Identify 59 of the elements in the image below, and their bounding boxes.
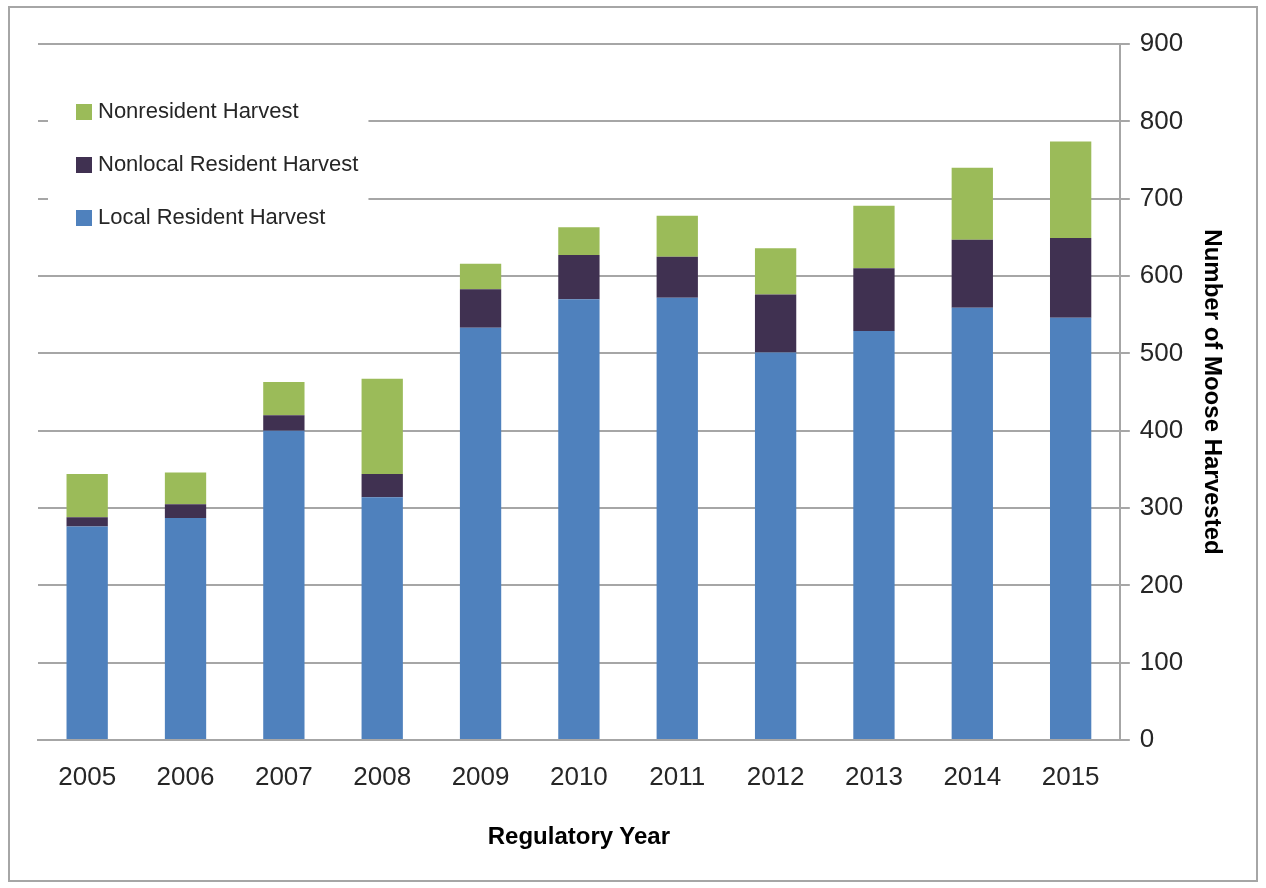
legend-label: Nonresident Harvest — [98, 98, 299, 124]
bar — [754, 248, 797, 295]
bar — [951, 167, 993, 240]
bar — [361, 497, 403, 739]
bar — [754, 352, 797, 739]
y-tick-label: 200 — [1139, 568, 1184, 599]
bar — [1049, 238, 1092, 318]
y-tick-label: 600 — [1139, 259, 1184, 290]
x-tick-label: 2005 — [58, 760, 117, 791]
bar — [66, 517, 108, 527]
x-tick-label: 2013 — [845, 760, 903, 791]
x-tick-label: 2009 — [451, 760, 510, 791]
y-tick-label: 100 — [1139, 645, 1184, 676]
x-axis-title: Regulatory Year — [487, 822, 671, 850]
bar — [558, 299, 600, 739]
bar — [361, 378, 403, 474]
x-tick-label: 2014 — [943, 760, 1002, 791]
bar — [164, 504, 207, 519]
bar — [263, 415, 305, 431]
y-axis-title: Number of Moose Harvested — [1199, 229, 1227, 555]
legend-label: Nonlocal Resident Harvest — [98, 151, 359, 177]
y-tick-label: 500 — [1139, 336, 1184, 367]
x-tick-label: 2015 — [1041, 760, 1100, 791]
bar — [361, 473, 403, 498]
bar — [66, 473, 108, 518]
y-tick-label: 900 — [1139, 27, 1184, 58]
bar — [656, 297, 698, 739]
bar — [853, 268, 895, 331]
bar — [1049, 141, 1092, 239]
x-tick-label: 2008 — [353, 760, 412, 791]
bar — [656, 215, 698, 257]
legend-label: Local Resident Harvest — [98, 204, 326, 230]
bar — [558, 227, 600, 256]
y-tick-label: 400 — [1139, 413, 1184, 444]
bar — [459, 327, 502, 739]
x-tick-label: 2007 — [254, 760, 313, 791]
bar — [853, 330, 895, 739]
bar — [66, 526, 108, 739]
bar — [164, 518, 207, 739]
bar — [263, 430, 305, 739]
x-tick-label: 2010 — [549, 760, 608, 791]
bar — [656, 256, 698, 298]
y-tick-label: 300 — [1139, 491, 1184, 522]
bar — [951, 239, 993, 308]
y-tick-label: 700 — [1139, 181, 1184, 212]
x-tick-label: 2006 — [156, 760, 215, 791]
bar — [1049, 317, 1092, 739]
y-tick-label: 0 — [1139, 723, 1155, 754]
y-tick-label: 800 — [1139, 104, 1184, 135]
bar — [164, 472, 207, 505]
bar — [951, 307, 993, 739]
bar — [459, 263, 502, 290]
bar — [558, 255, 600, 300]
bar — [754, 294, 797, 353]
x-tick-label: 2012 — [746, 760, 805, 791]
bar — [459, 289, 502, 328]
bar — [263, 381, 305, 416]
x-tick-label: 2011 — [649, 760, 706, 791]
bar — [853, 205, 895, 269]
